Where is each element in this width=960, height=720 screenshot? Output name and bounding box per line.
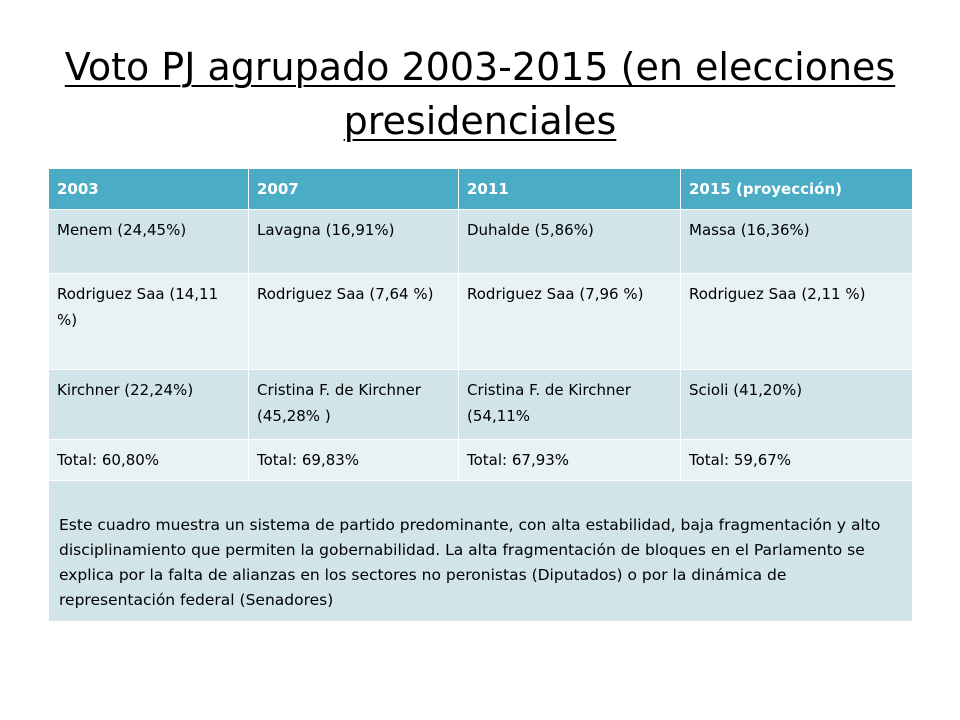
table-note-row: Este cuadro muestra un sistema de partid… — [48, 480, 913, 622]
header-2003: 2003 — [48, 168, 249, 210]
table-cell: Scioli (41,20%) — [680, 369, 913, 440]
slide-title: Voto PJ agrupado 2003-2015 (en eleccione… — [64, 45, 896, 143]
table-cell: Rodriguez Saa (2,11 %) — [680, 273, 913, 370]
table-cell: Cristina F. de Kirchner (54,11% — [458, 369, 681, 440]
table-cell: Total: 67,93% — [458, 439, 681, 481]
table-cell: Rodriguez Saa (14,11 %) — [48, 273, 249, 370]
table-cell: Rodriguez Saa (7,96 %) — [458, 273, 681, 370]
header-2011: 2011 — [458, 168, 681, 210]
header-2015: 2015 (proyección) — [680, 168, 913, 210]
table-cell: Rodriguez Saa (7,64 %) — [248, 273, 459, 370]
table-cell: Total: 69,83% — [248, 439, 459, 481]
table-note: Este cuadro muestra un sistema de partid… — [48, 480, 913, 622]
table-header-row: 2003 2007 2011 2015 (proyección) — [48, 168, 913, 210]
table-cell: Lavagna (16,91%) — [248, 209, 459, 274]
table-cell: Total: 60,80% — [48, 439, 249, 481]
results-table: 2003 2007 2011 2015 (proyección) Menem (… — [48, 168, 913, 622]
table-row: Total: 60,80% Total: 69,83% Total: 67,93… — [48, 439, 913, 481]
table-cell: Cristina F. de Kirchner (45,28% ) — [248, 369, 459, 440]
table-row: Kirchner (22,24%) Cristina F. de Kirchne… — [48, 369, 913, 440]
table-cell: Massa (16,36%) — [680, 209, 913, 274]
table-cell: Kirchner (22,24%) — [48, 369, 249, 440]
table-row: Rodriguez Saa (14,11 %) Rodriguez Saa (7… — [48, 273, 913, 370]
table-cell: Duhalde (5,86%) — [458, 209, 681, 274]
header-2007: 2007 — [248, 168, 459, 210]
table-cell: Menem (24,45%) — [48, 209, 249, 274]
table-row: Menem (24,45%) Lavagna (16,91%) Duhalde … — [48, 209, 913, 274]
table-cell: Total: 59,67% — [680, 439, 913, 481]
